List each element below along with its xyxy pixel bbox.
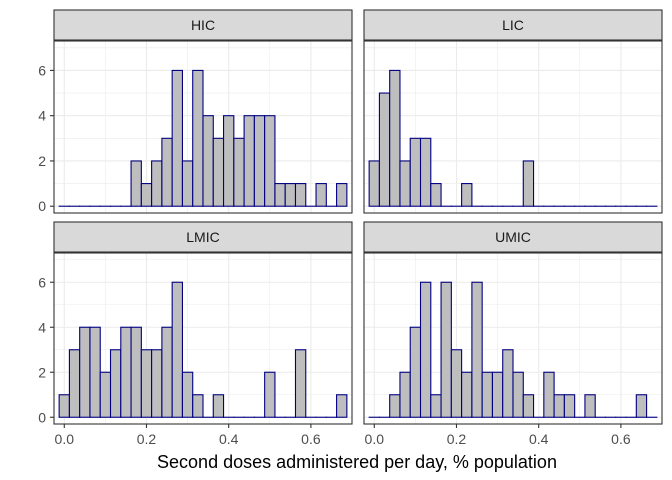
histogram-bar-umic	[471, 281, 483, 418]
histogram-bar-umic	[389, 394, 401, 418]
histogram-bar-hic	[161, 137, 173, 207]
y-tick-label: 2	[38, 153, 46, 169]
facet-strip-lic	[363, 9, 663, 41]
histogram-bar-lmic	[130, 326, 142, 418]
histogram-bar-hic	[336, 183, 348, 207]
facet-strip-umic	[363, 221, 663, 253]
x-tick-label: 0.6	[301, 431, 321, 447]
facet-strip-hic	[53, 9, 353, 41]
panel-border-hic	[53, 40, 353, 214]
histogram-bar-lmic	[120, 326, 132, 418]
histogram-bar-umic	[584, 394, 596, 418]
x-tick-label: 0.0	[365, 431, 385, 447]
histogram-bar-hic	[284, 183, 297, 207]
histogram-bar-hic	[212, 137, 225, 207]
histogram-bar-hic	[274, 183, 286, 207]
histogram-bar-umic	[522, 394, 535, 418]
panel-border-lic	[363, 40, 663, 214]
x-tick-label: 0.0	[55, 431, 75, 447]
histogram-bar-lmic	[151, 349, 163, 418]
x-tick-label: 0.2	[447, 431, 467, 447]
y-tick-label: 0	[38, 409, 46, 425]
histogram-bar-lmic	[171, 281, 183, 418]
histogram-bar-lic	[461, 183, 473, 207]
histogram-bar-umic	[419, 281, 432, 418]
facet-strip-label-umic: UMIC	[495, 229, 531, 245]
histogram-bar-hic	[294, 183, 307, 207]
histogram-bar-hic	[151, 160, 163, 207]
histogram-bar-lic	[389, 69, 401, 207]
histogram-bar-lmic	[79, 326, 91, 418]
histogram-bar-umic	[512, 371, 524, 418]
y-tick-label: 2	[38, 364, 46, 380]
facet-strip-label-hic: HIC	[191, 17, 215, 33]
histogram-bar-lic	[430, 183, 442, 207]
histogram-bar-umic	[461, 371, 473, 418]
y-tick-label: 4	[38, 108, 46, 124]
x-tick-label: 0.6	[611, 431, 631, 447]
x-axis-title: Second doses administered per day, % pop…	[157, 452, 557, 472]
histogram-bar-hic	[171, 69, 183, 207]
panel-border-umic	[363, 252, 663, 425]
histogram-bar-umic	[491, 371, 504, 418]
histogram-bar-lmic	[264, 371, 276, 418]
histogram-bar-lic	[378, 92, 391, 207]
histogram-bar-umic	[563, 394, 576, 418]
histogram-bar-hic	[181, 160, 194, 207]
facet-strip-lmic	[53, 221, 353, 253]
histogram-bar-lic	[409, 137, 422, 207]
x-tick-label: 0.4	[219, 431, 239, 447]
histogram-bar-umic	[553, 394, 565, 418]
histogram-bar-umic	[440, 281, 452, 418]
histogram-bar-hic	[243, 115, 255, 207]
histogram-bar-lmic	[161, 326, 173, 418]
y-tick-label: 6	[38, 274, 46, 290]
histogram-bar-lic	[399, 160, 411, 207]
y-tick-label: 4	[38, 319, 46, 335]
histogram-bar-umic	[430, 394, 442, 418]
histogram-bar-lmic	[181, 371, 194, 418]
histogram-bar-lic	[522, 160, 535, 207]
facet-strip-label-lic: LIC	[502, 17, 524, 33]
histogram-bar-lmic	[212, 394, 225, 418]
histogram-bar-umic	[543, 371, 555, 418]
histogram-bar-lmic	[68, 349, 81, 418]
histogram-bar-umic	[481, 371, 493, 418]
histogram-bar-hic	[130, 160, 142, 207]
histogram-bar-hic	[140, 183, 153, 207]
y-tick-label: 0	[38, 198, 46, 214]
histogram-bar-lmic	[89, 326, 101, 418]
histogram-bar-hic	[202, 115, 214, 207]
x-tick-label: 0.4	[529, 431, 549, 447]
panel-border-lmic	[53, 252, 353, 425]
facet-strip-label-lmic: LMIC	[186, 229, 219, 245]
y-tick-label: 6	[38, 62, 46, 78]
x-tick-label: 0.2	[137, 431, 157, 447]
histogram-bar-lmic	[109, 349, 122, 418]
histogram-bar-lmic	[140, 349, 153, 418]
histogram-bar-hic	[264, 115, 276, 207]
histogram-bar-umic	[409, 326, 422, 418]
histogram-bar-hic	[192, 69, 204, 207]
histogram-bar-lmic	[192, 394, 204, 418]
histogram-bar-lic	[419, 137, 432, 207]
histogram-bar-umic	[502, 349, 514, 418]
histogram-bar-lic	[368, 160, 380, 207]
histogram-bar-lmic	[294, 349, 307, 418]
histogram-bar-lmic	[99, 371, 112, 418]
histogram-bar-hic	[223, 115, 235, 207]
histogram-bar-hic	[253, 115, 266, 207]
histogram-bar-hic	[233, 137, 245, 207]
histogram-bar-umic	[635, 394, 648, 418]
histogram-bar-lmic	[58, 394, 70, 418]
histogram-bar-umic	[399, 371, 411, 418]
histogram-bar-lmic	[336, 394, 348, 418]
histogram-bar-umic	[450, 349, 463, 418]
histogram-bar-hic	[315, 183, 327, 207]
